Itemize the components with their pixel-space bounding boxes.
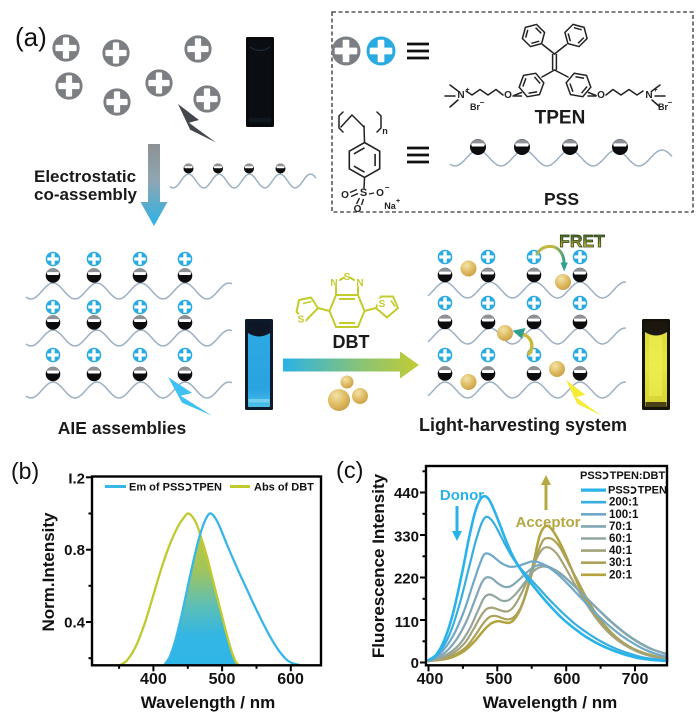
svg-text:700: 700 (622, 671, 649, 688)
svg-text:TPEN: TPEN (535, 108, 586, 129)
svg-text:N: N (645, 90, 652, 101)
svg-text:100:1: 100:1 (609, 509, 639, 521)
svg-text:Br: Br (658, 102, 668, 112)
svg-text:N: N (330, 278, 337, 289)
svg-text:Abs of DBT: Abs of DBT (254, 482, 314, 494)
svg-text:PSS: PSS (544, 189, 579, 209)
svg-text:400: 400 (140, 671, 167, 688)
svg-text:TPEN: TPEN (193, 482, 222, 494)
svg-text:30:1: 30:1 (609, 557, 633, 569)
svg-text:500: 500 (486, 671, 513, 688)
svg-text:440: 440 (394, 485, 419, 502)
svg-text:I.2: I.2 (68, 471, 85, 488)
svg-text:O: O (354, 204, 362, 215)
svg-text:+: + (653, 87, 657, 94)
svg-text:600: 600 (277, 671, 304, 688)
svg-text:70:1: 70:1 (609, 521, 633, 533)
svg-text:O: O (597, 90, 605, 101)
svg-text:AIE assemblies: AIE assemblies (58, 418, 187, 438)
svg-text:330: 330 (394, 528, 419, 545)
svg-text:−: − (385, 183, 390, 192)
svg-text:N: N (356, 278, 363, 289)
svg-text:0: 0 (411, 655, 419, 672)
svg-text:Wavelength / nm: Wavelength / nm (141, 693, 275, 712)
svg-text:n: n (382, 126, 388, 136)
svg-text:(b): (b) (11, 458, 39, 484)
svg-text:S: S (360, 187, 367, 199)
svg-text:60:1: 60:1 (609, 533, 633, 545)
svg-text:FRET: FRET (559, 231, 605, 251)
svg-text:(c): (c) (336, 457, 363, 483)
svg-text:O: O (341, 190, 349, 201)
svg-text:Donor: Donor (440, 487, 484, 504)
svg-text:0.4: 0.4 (64, 615, 86, 632)
svg-text:–: – (480, 98, 485, 107)
svg-text:S: S (344, 272, 351, 283)
svg-text:DBT: DBT (333, 332, 370, 352)
svg-text:Wavelength / nm: Wavelength / nm (483, 693, 617, 712)
svg-text:N: N (457, 90, 464, 101)
svg-text:Na: Na (384, 201, 396, 211)
svg-text:(a): (a) (15, 22, 47, 52)
svg-text:Fluorescence Intensity: Fluorescence Intensity (369, 473, 388, 658)
svg-text:400: 400 (417, 671, 444, 688)
svg-text:PSS: PSS (608, 485, 630, 497)
svg-text:Br: Br (470, 102, 480, 112)
svg-text:–: – (668, 98, 673, 107)
svg-text:PSS: PSS (580, 470, 602, 482)
svg-text:co-assembly: co-assembly (34, 185, 138, 204)
svg-text:+: + (465, 87, 469, 94)
svg-text:Electrostatic: Electrostatic (34, 167, 136, 186)
svg-text:500: 500 (209, 671, 236, 688)
svg-text:Acceptor: Acceptor (515, 514, 580, 531)
svg-text:TPEN: TPEN (638, 485, 667, 497)
svg-text:O: O (504, 90, 512, 101)
svg-text:200:1: 200:1 (609, 497, 639, 509)
svg-text:20:1: 20:1 (609, 569, 633, 581)
svg-text:220: 220 (394, 571, 419, 588)
svg-text:+: + (396, 198, 400, 205)
svg-text:O: O (376, 188, 384, 199)
svg-text:Em of PSS: Em of PSS (129, 482, 185, 494)
svg-text:TPEN:DBT: TPEN:DBT (610, 470, 666, 482)
svg-text:Light-harvesting system: Light-harvesting system (419, 415, 627, 435)
svg-text:S: S (298, 315, 305, 326)
svg-text:40:1: 40:1 (609, 545, 633, 557)
svg-text:0.8: 0.8 (64, 542, 85, 559)
svg-text:600: 600 (554, 671, 581, 688)
svg-text:S: S (379, 299, 386, 310)
svg-text:Norm.Intensity: Norm.Intensity (39, 512, 58, 632)
svg-text:110: 110 (395, 614, 419, 631)
